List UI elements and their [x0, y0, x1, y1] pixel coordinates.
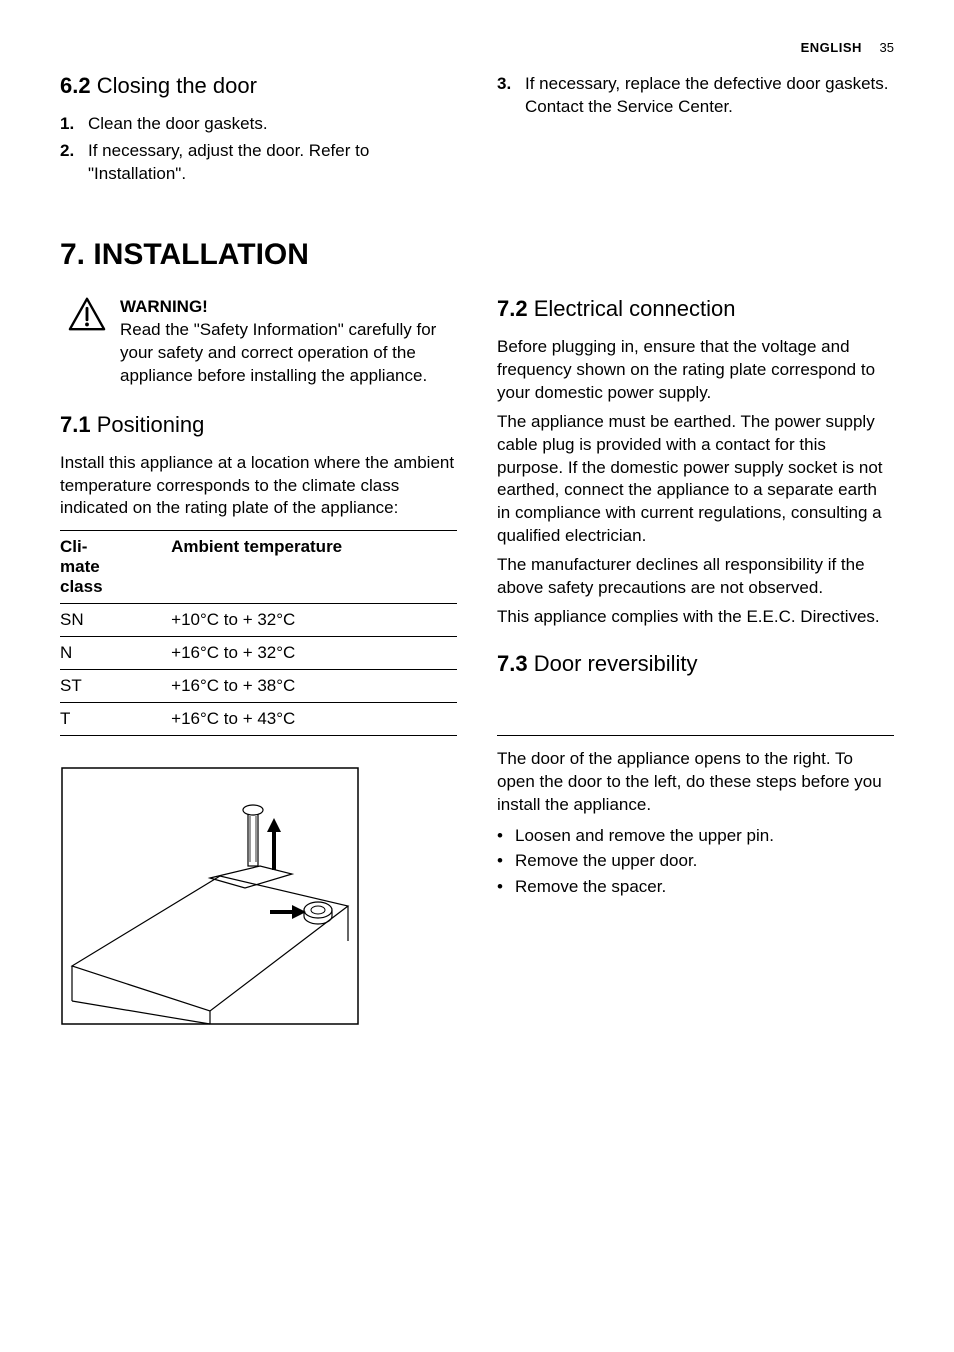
section-7-left-col: WARNING! Read the "Safety Information" c… — [60, 296, 457, 1027]
electrical-p3: The manufacturer declines all responsibi… — [497, 554, 894, 600]
cell-class: T — [60, 703, 171, 736]
th-climate-class: Cli- mate class — [60, 531, 171, 604]
heading-text: Electrical connection — [534, 296, 736, 321]
door-pin-diagram — [60, 766, 360, 1026]
heading-text: Closing the door — [97, 73, 257, 98]
cell-temp: +16°C to + 32°C — [171, 637, 457, 670]
section-7-1-heading: 7.1 Positioning — [60, 412, 457, 438]
cell-class: N — [60, 637, 171, 670]
table-row: T+16°C to + 43°C — [60, 703, 457, 736]
list-item: Remove the upper door. — [497, 848, 894, 874]
closing-door-steps-cont: 3. If necessary, replace the defective do… — [497, 73, 894, 119]
door-rev-steps: Loosen and remove the upper pin. Remove … — [497, 823, 894, 900]
warning-text: WARNING! Read the "Safety Information" c… — [120, 296, 457, 388]
heading-num: 7.2 — [497, 296, 528, 321]
header-language: ENGLISH — [801, 40, 862, 55]
door-reversibility-body: The door of the appliance opens to the r… — [497, 735, 894, 899]
section-6-2-right: 3. If necessary, replace the defective do… — [497, 73, 894, 190]
closing-door-steps: 1.Clean the door gaskets. 2.If necessary… — [60, 113, 457, 186]
step-text: If necessary, replace the defective door… — [525, 74, 889, 116]
heading-num: 7.1 — [60, 412, 91, 437]
section-7-heading: 7. INSTALLATION — [60, 238, 894, 272]
door-rev-intro: The door of the appliance opens to the r… — [497, 748, 894, 817]
electrical-p2: The appliance must be earthed. The power… — [497, 411, 894, 549]
step-text: Clean the door gaskets. — [88, 114, 268, 133]
step-num: 2. — [60, 140, 74, 163]
climate-class-table: Cli- mate class Ambient temperature SN+1… — [60, 530, 457, 736]
electrical-p4: This appliance complies with the E.E.C. … — [497, 606, 894, 629]
step-2: 2.If necessary, adjust the door. Refer t… — [88, 140, 457, 186]
cell-temp: +16°C to + 38°C — [171, 670, 457, 703]
step-num: 3. — [497, 73, 511, 96]
section-6-2-row: 6.2 Closing the door 1.Clean the door ga… — [60, 73, 894, 190]
warning-label: WARNING! — [120, 296, 457, 319]
section-6-2-heading: 6.2 Closing the door — [60, 73, 457, 99]
section-7-body: WARNING! Read the "Safety Information" c… — [60, 296, 894, 1027]
cell-temp: +10°C to + 32°C — [171, 604, 457, 637]
list-item: Remove the spacer. — [497, 874, 894, 900]
th-ambient-temp: Ambient temperature — [171, 531, 457, 604]
electrical-p1: Before plugging in, ensure that the volt… — [497, 336, 894, 405]
step-num: 1. — [60, 113, 74, 136]
table-row: N+16°C to + 32°C — [60, 637, 457, 670]
section-7-right-col: 7.2 Electrical connection Before pluggin… — [497, 296, 894, 1027]
warning-icon — [68, 296, 106, 332]
heading-text: Door reversibility — [534, 651, 698, 676]
warning-block: WARNING! Read the "Safety Information" c… — [60, 296, 457, 388]
heading-text: INSTALLATION — [93, 238, 309, 271]
heading-num: 7.3 — [497, 651, 528, 676]
header-page-number: 35 — [880, 40, 894, 55]
list-item: Loosen and remove the upper pin. — [497, 823, 894, 849]
table-row: ST+16°C to + 38°C — [60, 670, 457, 703]
cell-class: SN — [60, 604, 171, 637]
step-1: 1.Clean the door gaskets. — [88, 113, 457, 136]
section-7-3-heading: 7.3 Door reversibility — [497, 651, 894, 677]
table-row: SN+10°C to + 32°C — [60, 604, 457, 637]
section-7-2-heading: 7.2 Electrical connection — [497, 296, 894, 322]
section-6-2-left: 6.2 Closing the door 1.Clean the door ga… — [60, 73, 457, 190]
divider — [497, 735, 894, 736]
cell-temp: +16°C to + 43°C — [171, 703, 457, 736]
step-3: 3.If necessary, replace the defective do… — [525, 73, 894, 119]
heading-num: 7. — [60, 238, 85, 271]
warning-body: Read the "Safety Information" carefully … — [120, 320, 436, 385]
positioning-intro: Install this appliance at a location whe… — [60, 452, 457, 521]
page-header: ENGLISH 35 — [60, 40, 894, 55]
heading-text: Positioning — [97, 412, 205, 437]
cell-class: ST — [60, 670, 171, 703]
heading-num: 6.2 — [60, 73, 91, 98]
step-text: If necessary, adjust the door. Refer to … — [88, 141, 369, 183]
